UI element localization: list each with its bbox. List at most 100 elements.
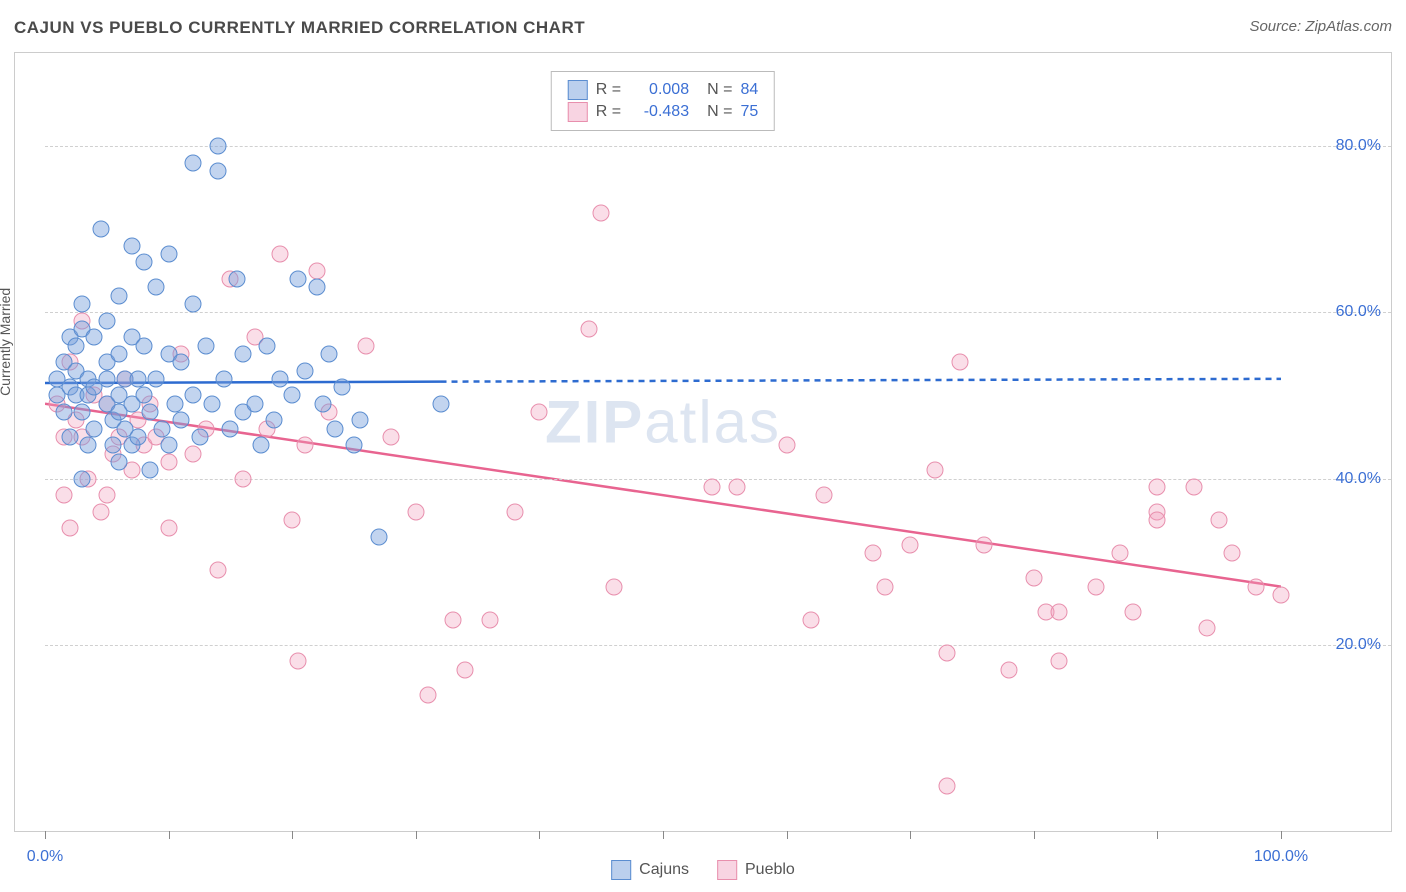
y-tick-label: 60.0% <box>1336 303 1381 321</box>
data-point <box>1050 653 1067 670</box>
data-point <box>271 370 288 387</box>
x-tick <box>292 831 293 839</box>
legend-row-cajuns: R = 0.008 N = 84 <box>568 80 758 100</box>
data-point <box>420 686 437 703</box>
data-point <box>321 345 338 362</box>
data-point <box>185 296 202 313</box>
data-point <box>1087 578 1104 595</box>
data-point <box>247 395 264 412</box>
x-tick <box>1157 831 1158 839</box>
data-point <box>296 362 313 379</box>
data-point <box>98 487 115 504</box>
data-point <box>203 395 220 412</box>
data-point <box>1025 570 1042 587</box>
data-point <box>111 453 128 470</box>
data-point <box>234 345 251 362</box>
data-point <box>1211 512 1228 529</box>
data-point <box>803 611 820 628</box>
data-point <box>951 354 968 371</box>
legend-label-pueblo: Pueblo <box>745 861 795 879</box>
legend-correlation: R = 0.008 N = 84 R = -0.483 N = 75 <box>551 71 775 131</box>
n-value-cajuns: 84 <box>740 81 758 99</box>
data-point <box>148 370 165 387</box>
data-point <box>308 262 325 279</box>
data-point <box>877 578 894 595</box>
data-point <box>704 478 721 495</box>
data-point <box>284 387 301 404</box>
data-point <box>185 154 202 171</box>
data-point <box>67 337 84 354</box>
data-point <box>142 462 159 479</box>
data-point <box>865 545 882 562</box>
data-point <box>815 487 832 504</box>
data-point <box>259 337 276 354</box>
r-label: R = <box>596 103 621 121</box>
data-point <box>1050 603 1067 620</box>
data-point <box>346 437 363 454</box>
data-point <box>290 271 307 288</box>
data-point <box>939 778 956 795</box>
data-point <box>593 204 610 221</box>
data-point <box>86 420 103 437</box>
data-point <box>271 246 288 263</box>
data-point <box>1198 620 1215 637</box>
data-point <box>358 337 375 354</box>
y-tick-label: 40.0% <box>1336 470 1381 488</box>
data-point <box>98 370 115 387</box>
data-point <box>1124 603 1141 620</box>
data-point <box>160 520 177 537</box>
data-point <box>135 254 152 271</box>
gridline <box>45 645 1391 646</box>
swatch-blue-icon <box>611 860 631 880</box>
data-point <box>55 404 72 421</box>
data-point <box>778 437 795 454</box>
gridline <box>45 146 1391 147</box>
gridline <box>45 312 1391 313</box>
data-point <box>92 221 109 238</box>
x-tick <box>663 831 664 839</box>
swatch-blue-icon <box>568 80 588 100</box>
data-point <box>129 429 146 446</box>
swatch-pink-icon <box>568 102 588 122</box>
data-point <box>506 503 523 520</box>
x-tick <box>416 831 417 839</box>
x-tick <box>1034 831 1035 839</box>
data-point <box>154 420 171 437</box>
data-point <box>333 379 350 396</box>
data-point <box>210 138 227 155</box>
data-point <box>80 437 97 454</box>
data-point <box>104 437 121 454</box>
data-point <box>370 528 387 545</box>
data-point <box>98 312 115 329</box>
data-point <box>111 345 128 362</box>
data-point <box>284 512 301 529</box>
data-point <box>142 404 159 421</box>
chart-title: CAJUN VS PUEBLO CURRENTLY MARRIED CORREL… <box>14 18 585 37</box>
data-point <box>926 462 943 479</box>
data-point <box>1149 478 1166 495</box>
data-point <box>210 561 227 578</box>
n-label: N = <box>707 81 732 99</box>
data-point <box>1248 578 1265 595</box>
legend-label-cajuns: Cajuns <box>639 861 689 879</box>
n-label: N = <box>707 103 732 121</box>
x-tick <box>169 831 170 839</box>
data-point <box>1001 661 1018 678</box>
source-label: Source: ZipAtlas.com <box>1249 18 1392 35</box>
data-point <box>290 653 307 670</box>
data-point <box>1149 512 1166 529</box>
data-point <box>135 337 152 354</box>
data-point <box>729 478 746 495</box>
data-point <box>197 337 214 354</box>
data-point <box>605 578 622 595</box>
data-point <box>148 279 165 296</box>
plot-area: ZIPatlas R = 0.008 N = 84 R = -0.483 N =… <box>45 63 1281 811</box>
data-point <box>74 404 91 421</box>
data-point <box>939 645 956 662</box>
data-point <box>1223 545 1240 562</box>
data-point <box>86 329 103 346</box>
data-point <box>265 412 282 429</box>
r-value-pueblo: -0.483 <box>629 103 689 121</box>
x-tick <box>787 831 788 839</box>
r-label: R = <box>596 81 621 99</box>
